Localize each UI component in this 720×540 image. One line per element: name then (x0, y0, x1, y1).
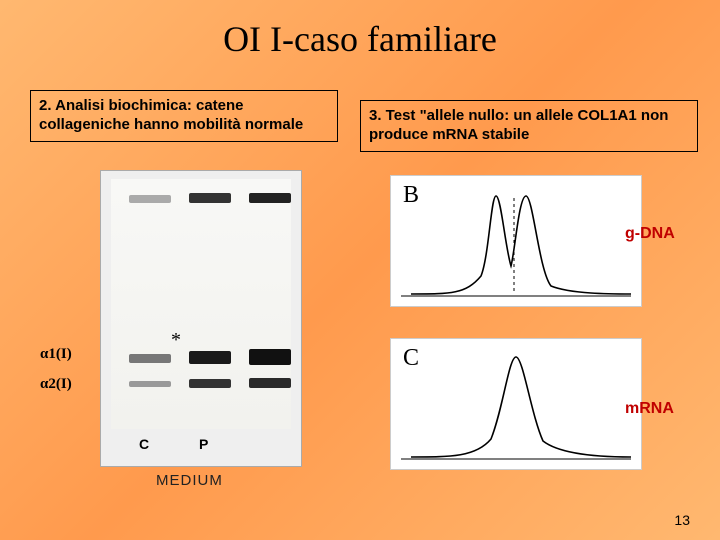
lane-label-c: C (139, 436, 149, 452)
alpha1-label: α1(I) (40, 346, 72, 363)
caption-box-3: 3. Test "allele nullo: un allele COL1A1 … (360, 100, 698, 152)
gdna-label: g-DNA (625, 225, 675, 243)
chromatogram-c: C (390, 338, 642, 470)
gel-band (189, 351, 231, 364)
gel-band (129, 195, 171, 203)
medium-label: MEDIUM (156, 472, 223, 489)
gel-background: * C P (100, 170, 302, 467)
gel-figure: * C P MEDIUM (100, 170, 300, 500)
chromatogram-b: B (390, 175, 642, 307)
chrom-letter-c: C (403, 345, 419, 372)
chrom-letter-b: B (403, 182, 419, 209)
gel-band (129, 381, 171, 387)
gel-band (249, 193, 291, 203)
chrom-b-svg (391, 176, 641, 306)
page-number: 13 (674, 512, 690, 528)
gel-band (249, 378, 291, 388)
page-title: OI I-caso familiare (0, 0, 720, 60)
gel-band (249, 349, 291, 365)
gel-band (189, 379, 231, 388)
gel-lane-area: * (111, 179, 291, 429)
gel-band (129, 354, 171, 363)
mrna-label: mRNA (625, 400, 674, 418)
alpha2-label: α2(I) (40, 376, 72, 393)
caption-box-2: 2. Analisi biochimica: catene collagenic… (30, 90, 338, 142)
chrom-c-svg (391, 339, 641, 469)
gel-band (189, 193, 231, 203)
asterisk-marker: * (171, 329, 181, 352)
lane-label-p: P (199, 436, 208, 452)
